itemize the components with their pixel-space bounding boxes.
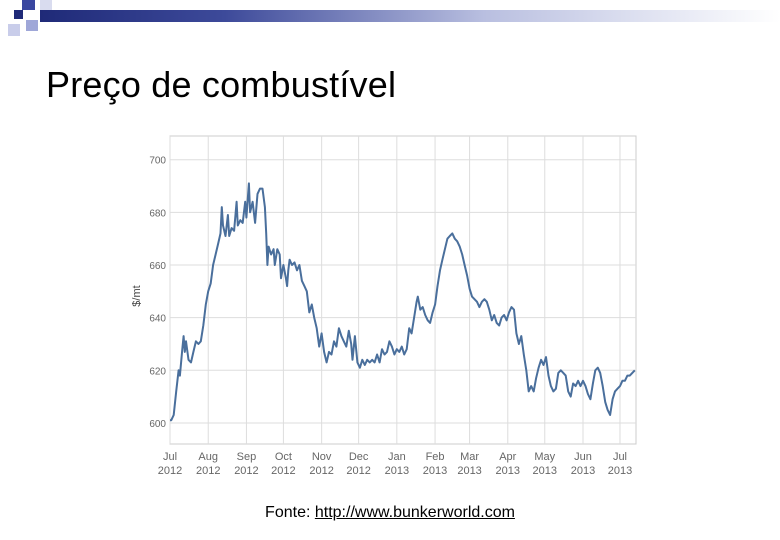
x-tick-month: Nov	[312, 451, 332, 463]
y-tick-label: 660	[149, 261, 166, 272]
x-tick-year: 2013	[457, 465, 481, 477]
slide-title: Preço de combustível	[46, 64, 397, 105]
x-tick-month: May	[534, 451, 555, 463]
x-tick-month: Dec	[349, 451, 369, 463]
y-axis-label: $/mt	[131, 285, 143, 306]
x-tick-month: Jun	[574, 451, 592, 463]
x-tick-year: 2012	[309, 465, 333, 477]
x-tick-month: Oct	[275, 451, 292, 463]
x-tick-month: Jan	[388, 451, 406, 463]
x-tick-month: Jul	[163, 451, 177, 463]
y-tick-label: 600	[149, 419, 166, 430]
corner-square-blue-top	[22, 0, 35, 10]
grid-lines	[169, 136, 636, 444]
x-tick-year: 2013	[571, 465, 595, 477]
x-tick-year: 2013	[385, 465, 409, 477]
x-tick-year: 2013	[533, 465, 557, 477]
source-link[interactable]: http://www.bunkerworld.com	[314, 504, 515, 521]
x-tick-month: Sep	[237, 451, 257, 463]
slide-corner-decoration	[0, 0, 780, 50]
plot-area	[169, 135, 637, 445]
x-tick-year: 2012	[196, 465, 220, 477]
x-tick-month: Apr	[499, 451, 516, 463]
price-line	[170, 182, 636, 422]
x-tick-month: Feb	[426, 451, 445, 463]
source-label: Fonte:	[265, 504, 311, 521]
corner-square-light	[26, 20, 38, 31]
y-tick-label: 700	[149, 156, 166, 167]
x-tick-year: 2013	[423, 465, 447, 477]
corner-square-pale	[40, 0, 52, 10]
corner-square-dark	[14, 10, 23, 19]
x-tick-year: 2013	[608, 465, 632, 477]
x-tick-labels: Jul 2012 Aug 2012 Sep 2012 Oct 2012 Nov 2012 Dec 20…	[158, 451, 632, 477]
chart-svg: 600 620 640 660 680 700 Jul 2012 Aug 2012 Sep 2012…	[131, 135, 637, 477]
y-tick-label: 640	[149, 314, 166, 325]
x-tick-year: 2012	[234, 465, 258, 477]
x-tick-year: 2012	[158, 465, 182, 477]
x-tick-month: Jul	[613, 451, 627, 463]
x-tick-month: Aug	[198, 451, 218, 463]
series-group	[170, 182, 636, 422]
price-chart: 600 620 640 660 680 700 Jul 2012 Aug 2012 Sep 2012…	[120, 130, 650, 490]
source-line: Fonte: http://www.bunkerworld.com	[0, 504, 780, 522]
x-tick-month: Mar	[460, 451, 479, 463]
x-tick-year: 2013	[496, 465, 520, 477]
title-gradient-bar	[40, 10, 780, 22]
y-tick-label: 620	[149, 366, 166, 377]
corner-square-mid	[8, 24, 20, 36]
x-tick-year: 2012	[271, 465, 295, 477]
y-tick-labels: 600 620 640 660 680 700	[149, 156, 166, 430]
y-tick-label: 680	[149, 208, 166, 219]
x-tick-year: 2012	[346, 465, 370, 477]
